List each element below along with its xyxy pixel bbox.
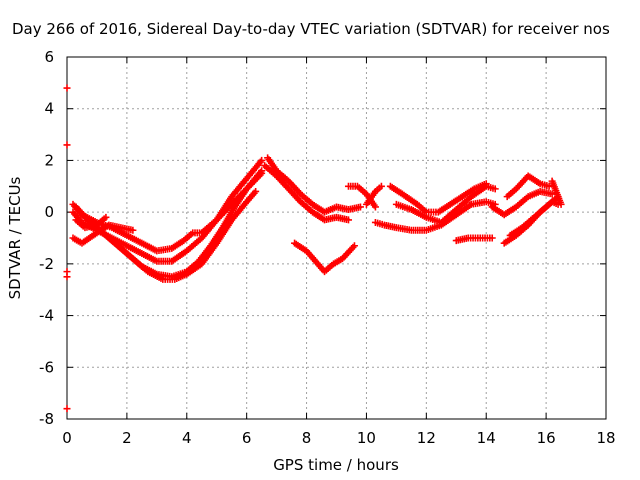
series-track-4 xyxy=(72,167,266,255)
data-point xyxy=(488,234,496,242)
data-point xyxy=(63,405,71,413)
x-tick-label: 12 xyxy=(417,429,436,447)
series-track-6 xyxy=(72,213,110,232)
y-axis-title: SDTVAR / TECUs xyxy=(6,176,24,299)
data-point xyxy=(252,187,260,195)
series-track-18 xyxy=(503,172,553,201)
data-point xyxy=(129,226,137,234)
y-tick-label: 2 xyxy=(44,151,54,169)
data-point xyxy=(258,167,266,175)
y-tick-labels: -8 -6 -4 -2 0 2 4 6 xyxy=(39,48,54,428)
x-tick-label: 14 xyxy=(477,429,496,447)
x-tick-label: 2 xyxy=(122,429,132,447)
x-axis-title: GPS time / hours xyxy=(273,456,399,474)
x-tick-label: 10 xyxy=(357,429,376,447)
series-track-16 xyxy=(488,187,556,219)
data-point xyxy=(356,203,364,211)
series-track-11 xyxy=(362,182,385,208)
data-point xyxy=(371,203,379,211)
series-track-8 xyxy=(261,162,352,224)
axis-ticks xyxy=(66,56,607,420)
data-point xyxy=(258,156,266,164)
x-tick-label: 18 xyxy=(596,429,615,447)
data-point xyxy=(482,180,490,188)
data-point xyxy=(491,185,499,193)
data-point xyxy=(63,273,71,281)
plot-frame xyxy=(66,56,607,420)
y-tick-label: 0 xyxy=(44,203,54,221)
y-tick-label: -2 xyxy=(39,255,54,273)
data-point xyxy=(377,182,385,190)
series-track-12 xyxy=(371,198,499,234)
series-track-21 xyxy=(63,84,71,413)
x-tick-label: 8 xyxy=(302,429,312,447)
y-tick-label: 6 xyxy=(44,48,54,66)
x-tick-label: 6 xyxy=(242,429,252,447)
series-track-19 xyxy=(506,193,562,239)
series-track-20 xyxy=(548,177,565,208)
series-track-14 xyxy=(386,180,490,216)
series-track-5 xyxy=(69,221,137,247)
y-tick-label: -4 xyxy=(39,307,54,325)
data-point xyxy=(63,141,71,149)
series-track-9 xyxy=(291,239,358,276)
y-tick-label: -6 xyxy=(39,358,54,376)
x-tick-labels: 0 2 4 6 8 10 12 14 16 18 xyxy=(62,429,615,447)
data-point xyxy=(557,200,565,208)
data-points xyxy=(63,84,565,413)
series-track-15 xyxy=(452,234,496,245)
x-tick-label: 4 xyxy=(182,429,192,447)
data-point xyxy=(102,213,110,221)
series-track-7 xyxy=(264,154,364,216)
grid-lines xyxy=(67,57,606,419)
chart-title: Day 266 of 2016, Sidereal Day-to-day VTE… xyxy=(12,20,610,38)
y-tick-label: -8 xyxy=(39,410,54,428)
data-point xyxy=(350,242,358,250)
series-track-13 xyxy=(392,182,499,226)
data-point xyxy=(344,216,352,224)
x-tick-label: 16 xyxy=(537,429,556,447)
x-tick-label: 0 xyxy=(62,429,72,447)
y-tick-label: 4 xyxy=(44,100,54,118)
data-point xyxy=(63,84,71,92)
